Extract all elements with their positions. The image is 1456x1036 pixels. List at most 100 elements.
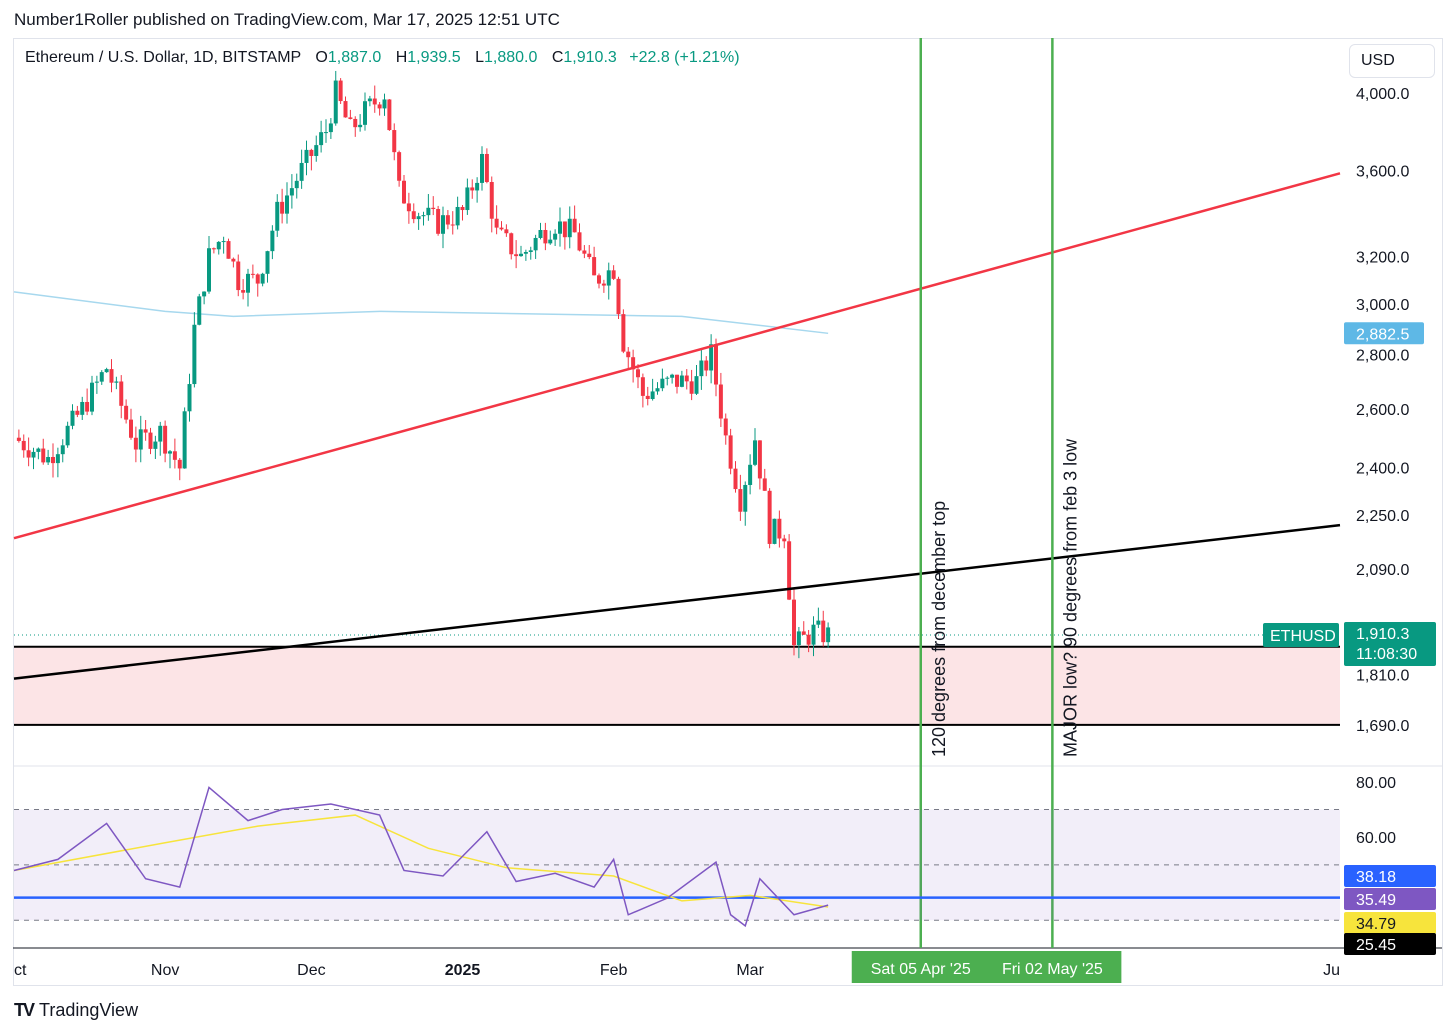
candle-body (426, 207, 431, 216)
candle-body (606, 270, 611, 286)
candle-body (338, 80, 343, 102)
candle-body (772, 518, 777, 544)
candle-body (782, 538, 787, 542)
symbol-title: Ethereum / U.S. Dollar, 1D, BITSTAMP (25, 49, 301, 66)
currency-button[interactable]: USD (1349, 44, 1435, 78)
candle-body (148, 432, 153, 449)
vertical-marker-annotation: 120 degrees from december top (929, 501, 949, 757)
candle-body (177, 459, 182, 469)
candle-body (158, 425, 163, 442)
candle-body (475, 182, 480, 191)
price-axis-tick: 3,600.0 (1356, 163, 1409, 180)
candle-body (255, 274, 260, 284)
candle-body (601, 283, 606, 286)
time-axis-tick: Feb (600, 962, 628, 979)
candle-body (280, 201, 285, 214)
candle-body (265, 251, 270, 274)
candle-body (767, 490, 772, 544)
candle-body (665, 377, 670, 379)
candle-body (358, 124, 363, 128)
candle-body (70, 410, 75, 426)
candle-body (216, 241, 221, 250)
candle-body (558, 221, 562, 234)
candle-body (533, 237, 538, 251)
candle-body (684, 375, 689, 382)
candle-body (762, 478, 767, 491)
candle-body (611, 270, 616, 279)
candle-body (733, 468, 738, 490)
candle-body (324, 132, 328, 134)
candle-body (592, 257, 597, 276)
candle-body (523, 251, 528, 254)
resistance-trendline (13, 172, 1341, 540)
candle-body (801, 631, 806, 635)
candle-body (436, 209, 441, 234)
close-label: C (551, 49, 564, 66)
candle-body (616, 278, 621, 315)
moving-average-line (13, 291, 829, 335)
candle-body (16, 437, 21, 441)
candle-body (353, 118, 358, 128)
candle-body (226, 241, 231, 259)
time-axis-tick: Dec (297, 962, 325, 979)
candle-body (60, 445, 65, 455)
candle-body (143, 429, 148, 433)
candle-body (231, 258, 236, 262)
candle-body (484, 153, 489, 183)
candle-body (806, 634, 811, 645)
price-axis-tick: 2,800.0 (1356, 348, 1409, 365)
time-axis-tick: 2025 (445, 962, 481, 979)
candle-body (577, 232, 582, 251)
candle-body (538, 229, 543, 238)
candle-body (397, 152, 402, 181)
candle-body (304, 149, 309, 163)
candle-body (314, 145, 319, 156)
candle-body (46, 456, 51, 463)
price-axis-tick: 2,250.0 (1356, 508, 1409, 525)
candle-body (153, 441, 158, 449)
candle-body (129, 419, 133, 438)
candle-body (363, 101, 367, 125)
candle-body (504, 229, 509, 234)
high-label: H (395, 49, 408, 66)
price-axis-tick: 3,200.0 (1356, 250, 1409, 267)
candle-body (777, 518, 782, 539)
candle-body (172, 451, 177, 460)
candle-body (792, 599, 796, 646)
candle-body (367, 98, 372, 102)
vertical-marker-annotation: MAJOR low? 90 degrees from feb 3 low (1060, 438, 1080, 757)
open-value: 1,887.0 (327, 49, 382, 66)
candle-body (99, 372, 104, 382)
candle-body (514, 254, 519, 257)
candle-body (65, 425, 70, 446)
candle-body (480, 153, 484, 183)
candle-body (285, 195, 289, 214)
candle-body (543, 229, 548, 244)
candle-body (645, 395, 650, 400)
candle-body (187, 384, 192, 412)
candle-body (728, 435, 733, 469)
candle-body (406, 203, 411, 212)
candle-body (640, 377, 645, 396)
brand-name: TradingView (39, 1000, 139, 1020)
time-axis-tick: Nov (151, 962, 179, 979)
candle-body (246, 273, 250, 293)
low-value: 1,880.0 (484, 49, 538, 66)
candle-body (372, 98, 377, 105)
candle-body (241, 290, 246, 293)
ma-price-tag (1344, 322, 1424, 345)
footer-brand[interactable]: TV TradingView (14, 1000, 138, 1021)
candle-body (85, 401, 90, 412)
candle-body (757, 440, 762, 479)
candle-body (421, 215, 426, 217)
candle-body (650, 391, 655, 400)
candle-body (445, 215, 450, 225)
price-axis-tick: 2,600.0 (1356, 402, 1409, 419)
last-price-tag-text: 1,910.3 (1356, 626, 1409, 643)
candle-body (202, 291, 207, 297)
rsi-value-tag-text: 34.79 (1356, 916, 1396, 933)
candle-body (26, 450, 31, 458)
support-trendline (13, 523, 1341, 680)
symbol-tag-text: ETHUSD (1270, 628, 1336, 645)
